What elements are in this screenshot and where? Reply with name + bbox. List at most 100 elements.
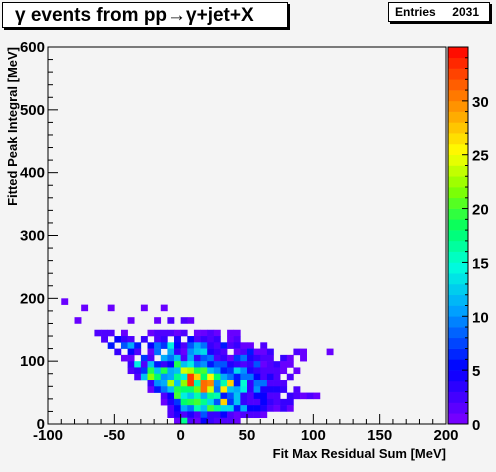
heatmap-cell [260, 380, 268, 387]
heatmap-cell [174, 342, 181, 349]
heatmap-cell [213, 361, 221, 368]
heatmap-cell [227, 392, 235, 400]
heatmap-cell [207, 405, 215, 412]
heatmap-cell [233, 348, 241, 356]
color-scale-segment [448, 240, 468, 252]
color-scale-segment [448, 294, 468, 306]
heatmap-cell [280, 380, 288, 387]
heatmap-cell [147, 354, 155, 362]
chart-title: γ events from pp→γ+jet+X [15, 5, 254, 26]
heatmap-cell [127, 354, 135, 362]
heatmap-cell [207, 361, 215, 368]
heatmap-cell [167, 380, 175, 387]
heatmap-cell [233, 361, 241, 368]
heatmap-cell [94, 329, 102, 337]
heatmap-cell [240, 354, 248, 362]
heatmap-cell [273, 386, 281, 393]
heatmap-cell [233, 329, 241, 337]
color-scale-segment [448, 262, 468, 274]
heatmap-cell [286, 405, 294, 412]
heatmap-cell [293, 392, 301, 400]
heatmap-cell [174, 373, 181, 381]
heatmap-cell [134, 342, 142, 349]
heatmap-cell [193, 380, 201, 387]
heatmap-cell [207, 373, 215, 381]
heatmap-cell [180, 398, 188, 406]
heatmap-cell [140, 336, 148, 343]
heatmap-cell [227, 361, 235, 368]
heatmap-cell [193, 405, 201, 412]
heatmap-cell [280, 386, 288, 393]
heatmap-cell [160, 386, 168, 393]
heatmap-cell [286, 392, 294, 400]
heatmap-cell [247, 367, 254, 375]
heatmap-cell [160, 304, 168, 312]
heatmap-cell [61, 298, 69, 305]
color-scale-segment [448, 402, 468, 414]
heatmap-cell [140, 304, 148, 312]
heatmap-cell [180, 373, 188, 381]
heatmap-cell [193, 398, 201, 406]
heatmap-cell [220, 367, 228, 375]
heatmap-cell [187, 367, 195, 375]
heatmap-cell [180, 392, 188, 400]
heatmap-cell [213, 411, 221, 419]
heatmap-cell [200, 411, 208, 419]
color-scale-segment [448, 251, 468, 263]
heatmap-cell [160, 361, 168, 368]
heatmap-cell [240, 392, 248, 400]
heatmap-cell [200, 373, 208, 381]
y-tick-label: 0 [37, 416, 45, 433]
heatmap-cell [240, 398, 248, 406]
heatmap-cell [273, 392, 281, 400]
heatmap-cell [247, 354, 254, 362]
heatmap-cell [247, 373, 254, 381]
heatmap-cell [187, 417, 195, 425]
y-axis-title: Fitted Peak Integral [MeV] [5, 47, 20, 206]
stats-box: Entries 2031 [388, 2, 490, 22]
heatmap-cell [180, 380, 188, 387]
heatmap-cell [200, 342, 208, 349]
color-scale-segment [448, 359, 468, 371]
heatmap-cell [193, 417, 201, 425]
heatmap-cell [180, 386, 188, 393]
heatmap-cell [101, 329, 108, 337]
heatmap-cell [233, 380, 241, 387]
heatmap-cell [293, 367, 301, 375]
heatmap-cell [200, 361, 208, 368]
heatmap-cell [240, 411, 248, 419]
heatmap-cell [240, 367, 248, 375]
heatmap-cell [154, 317, 162, 324]
heatmap-cell [207, 380, 215, 387]
heatmap-cell [147, 386, 155, 393]
heatmap-cell [154, 380, 162, 387]
heatmap-cell [280, 367, 288, 375]
heatmap-cell [114, 336, 122, 343]
heatmap-cell [187, 373, 195, 381]
heatmap-cell [193, 348, 201, 356]
heatmap-cell [227, 336, 235, 343]
heatmap-cell [266, 373, 274, 381]
heatmap-cell [266, 367, 274, 375]
heatmap-cell [260, 348, 268, 356]
color-scale-segment [448, 122, 468, 134]
color-scale [448, 47, 468, 425]
heatmap-cell [286, 373, 294, 381]
heatmap-cell [154, 367, 162, 375]
heatmap-cell [180, 405, 188, 412]
heatmap-cell [167, 386, 175, 393]
heatmap-cell [207, 386, 215, 393]
heatmap-cell [154, 348, 162, 356]
heatmap-cell [300, 354, 307, 362]
heatmap-cell [233, 392, 241, 400]
heatmap-cell [120, 329, 128, 337]
heatmap-cell [167, 373, 175, 381]
heatmap-cell [207, 336, 215, 343]
heatmap-cell [180, 348, 188, 356]
x-tick-label: 100 [301, 427, 326, 444]
heatmap-cell [160, 336, 168, 343]
heatmap-cell [134, 348, 142, 356]
heatmap-cell [227, 342, 235, 349]
color-scale-segment [448, 219, 468, 231]
heatmap-cell [233, 398, 241, 406]
